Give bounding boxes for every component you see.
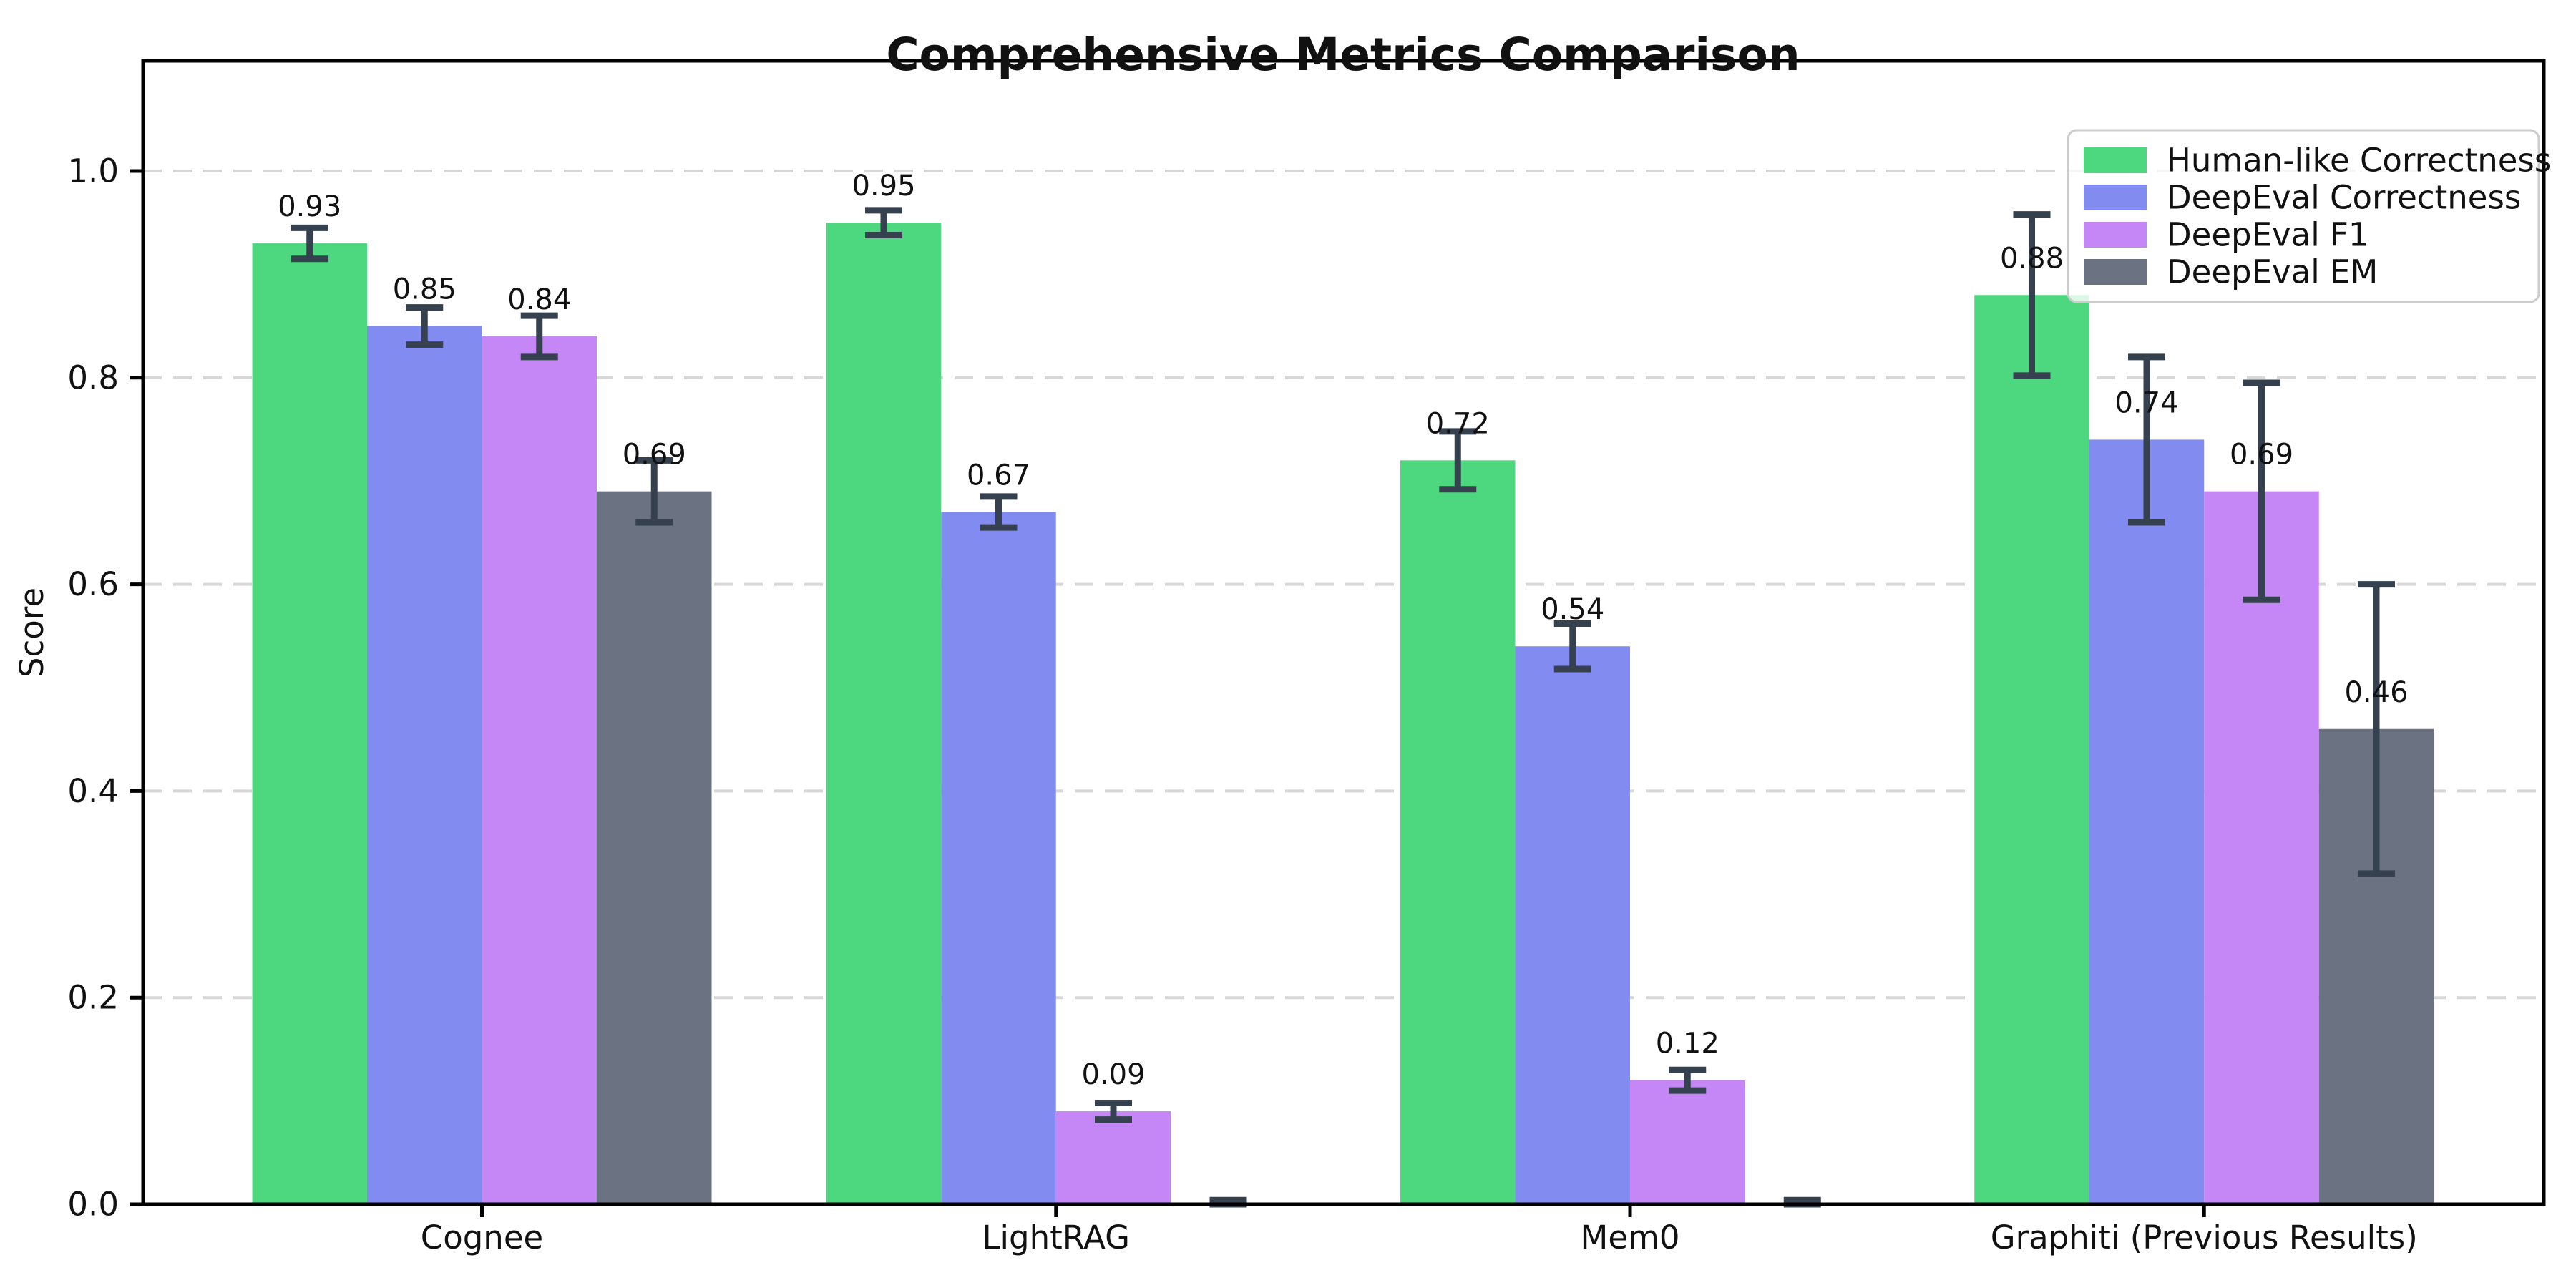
legend-box	[2067, 129, 2540, 303]
bar-value-label: 0.84	[507, 283, 571, 316]
chart-title: Comprehensive Metrics Comparison	[886, 29, 1800, 81]
x-tick-label: Mem0	[1581, 1219, 1680, 1257]
bar-value-label: 0.74	[2114, 386, 2178, 419]
x-tick-label: Cognee	[421, 1219, 543, 1257]
error-bar	[2128, 353, 2165, 526]
bar-value-label: 0.69	[623, 439, 686, 472]
y-tick-label: 0.4	[67, 772, 119, 810]
bar	[482, 336, 597, 1204]
bar	[826, 223, 942, 1205]
legend-swatch	[2084, 185, 2147, 210]
y-tick-label: 0.2	[67, 979, 119, 1017]
error-bar	[406, 304, 444, 348]
bar-value-label: 0.12	[1656, 1028, 1719, 1060]
legend-swatch	[2084, 259, 2147, 285]
bar	[1630, 1080, 1745, 1204]
plot-frame	[141, 59, 2546, 1206]
error-bar	[1553, 620, 1591, 673]
bar-value-label: 0.85	[393, 273, 457, 306]
legend-label: Human-like Correctness	[2167, 142, 2551, 180]
error-bar	[291, 224, 328, 263]
x-tick-label: Graphiti (Previous Results)	[1991, 1219, 2418, 1257]
bar-value-label: 0.88	[2000, 242, 2064, 275]
y-tick-label: 1.0	[67, 152, 119, 190]
bar	[252, 243, 367, 1205]
error-bar	[980, 493, 1018, 531]
legend-swatch	[2084, 147, 2147, 173]
error-bar	[1439, 428, 1477, 493]
bar-value-label: 0.93	[278, 190, 341, 223]
bar	[1055, 1111, 1171, 1204]
legend-label: DeepEval EM	[2167, 253, 2378, 291]
x-tick-label: LightRAG	[982, 1219, 1130, 1257]
error-bar	[2013, 211, 2051, 379]
bar	[1974, 295, 2089, 1204]
bar	[2204, 491, 2319, 1204]
error-bar	[1095, 1099, 1132, 1123]
y-tick-label: 0.6	[67, 565, 119, 603]
bar-value-label: 0.72	[1426, 407, 1490, 440]
bar-value-label: 0.46	[2344, 676, 2408, 709]
bar-value-label: 0.54	[1541, 593, 1604, 626]
y-tick-label: 0.0	[67, 1186, 119, 1224]
error-bar	[520, 312, 558, 361]
legend-label: DeepEval Correctness	[2167, 179, 2521, 217]
plot-area: 0.93 0.95 0.72 0.88 0.85 0.67 0.54 0.74 0.84 0.09…	[67, 59, 2546, 1257]
bar-value-label: 0.69	[2230, 439, 2293, 472]
error-bar	[865, 207, 902, 239]
bar	[367, 326, 482, 1205]
y-tick-label: 0.8	[67, 358, 119, 396]
bar	[1515, 646, 1630, 1204]
bar-value-label: 0.67	[967, 459, 1030, 492]
bar	[597, 491, 712, 1204]
error-bar	[2243, 379, 2280, 603]
bar-value-label: 0.95	[852, 170, 915, 203]
bar	[941, 512, 1056, 1204]
error-bar	[1669, 1066, 1707, 1094]
legend-label: DeepEval F1	[2167, 216, 2369, 254]
bar	[2089, 439, 2205, 1205]
error-bar	[2358, 581, 2395, 877]
bar	[1400, 460, 1516, 1204]
bar-value-label: 0.09	[1081, 1058, 1145, 1091]
legend-swatch	[2084, 222, 2147, 248]
y-axis-label: Score	[13, 587, 51, 678]
error-bar	[635, 457, 673, 526]
